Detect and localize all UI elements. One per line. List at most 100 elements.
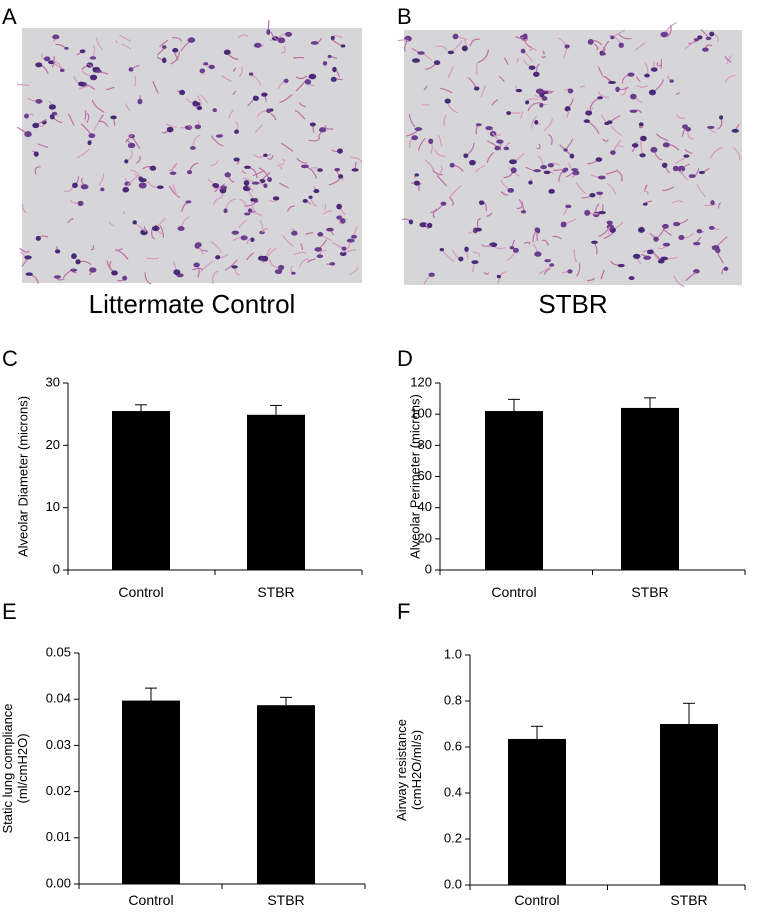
tissue-nucleus bbox=[536, 88, 544, 94]
y-axis-label: Static lung compliance bbox=[0, 703, 15, 833]
y-tick-label: 0.00 bbox=[46, 875, 71, 890]
tissue-nucleus bbox=[338, 174, 343, 178]
tissue-nucleus bbox=[305, 79, 311, 85]
tissue-nucleus bbox=[170, 171, 177, 175]
bar bbox=[508, 739, 566, 885]
tissue-nucleus bbox=[702, 47, 709, 51]
tissue-nucleus bbox=[254, 43, 262, 48]
tissue-nucleus bbox=[535, 227, 540, 232]
tissue-nucleus bbox=[509, 159, 517, 164]
tissue-nucleus bbox=[314, 247, 322, 252]
tissue-nucleus bbox=[544, 259, 551, 262]
tissue-nucleus bbox=[565, 205, 571, 208]
tissue-nucleus bbox=[650, 147, 657, 153]
tissue-nucleus bbox=[429, 273, 435, 277]
tissue-nucleus bbox=[528, 180, 532, 184]
tissue-nucleus bbox=[638, 227, 645, 233]
tissue-nucleus bbox=[152, 226, 159, 231]
tissue-nucleus bbox=[697, 229, 703, 233]
tissue-nucleus bbox=[253, 96, 259, 101]
tissue-nucleus bbox=[450, 163, 455, 168]
tissue-nucleus bbox=[584, 210, 590, 216]
tissue-nucleus bbox=[232, 231, 239, 235]
tissue-nucleus bbox=[630, 94, 637, 100]
tissue-nucleus bbox=[187, 170, 192, 174]
tissue-nucleus bbox=[428, 138, 433, 144]
tissue-nucleus bbox=[249, 72, 253, 75]
tissue-nucleus bbox=[195, 124, 201, 129]
tissue-nucleus bbox=[591, 241, 598, 244]
tissue-nucleus bbox=[337, 148, 343, 153]
tissue-nucleus bbox=[563, 148, 567, 151]
tissue-nucleus bbox=[479, 200, 484, 205]
tissue-nucleus bbox=[643, 256, 651, 260]
tissue-nucleus bbox=[610, 35, 614, 39]
tissue-nucleus bbox=[44, 56, 50, 61]
tissue-nucleus bbox=[494, 146, 500, 151]
tissue-nucleus bbox=[497, 275, 501, 279]
panel-letter: A bbox=[2, 4, 17, 29]
tissue-nucleus bbox=[689, 174, 696, 178]
tissue-nucleus bbox=[453, 34, 459, 40]
tissue-nucleus bbox=[100, 187, 104, 191]
tissue-nucleus bbox=[162, 45, 166, 49]
tissue-nucleus bbox=[633, 254, 641, 259]
tissue-nucleus bbox=[568, 89, 574, 94]
tissue-nucleus bbox=[533, 169, 541, 172]
tissue-nucleus bbox=[34, 151, 39, 156]
tissue-nucleus bbox=[49, 104, 56, 109]
tissue-nucleus bbox=[663, 142, 670, 147]
tissue-nucleus bbox=[706, 37, 712, 40]
tissue-nucleus bbox=[241, 235, 248, 240]
tissue-nucleus bbox=[309, 196, 313, 199]
tissue-nucleus bbox=[507, 188, 514, 193]
tissue-nucleus bbox=[445, 99, 451, 104]
tissue-nucleus bbox=[663, 243, 670, 247]
tissue-nucleus bbox=[193, 263, 199, 268]
tissue-nucleus bbox=[212, 108, 216, 112]
tissue-nucleus bbox=[334, 168, 340, 172]
y-tick-label: 0.0 bbox=[444, 876, 462, 891]
tissue-nucleus bbox=[458, 257, 463, 262]
tissue-nucleus bbox=[139, 183, 147, 189]
tissue-nucleus bbox=[707, 126, 715, 129]
tissue-strand bbox=[398, 40, 408, 41]
y-tick-label: 0.2 bbox=[444, 830, 462, 845]
tissue-nucleus bbox=[685, 127, 691, 131]
tissue-nucleus bbox=[71, 253, 77, 259]
tissue-strand bbox=[422, 104, 430, 105]
y-tick-label: 20 bbox=[418, 530, 432, 545]
tissue-nucleus bbox=[724, 267, 729, 271]
tissue-nucleus bbox=[224, 172, 230, 177]
tissue-nucleus bbox=[709, 226, 715, 230]
tissue-nucleus bbox=[658, 259, 665, 263]
tissue-nucleus bbox=[347, 239, 355, 243]
tissue-nucleus bbox=[732, 129, 739, 133]
tissue-nucleus bbox=[263, 154, 268, 157]
tissue-nucleus bbox=[463, 153, 468, 158]
panel-letter: E bbox=[2, 599, 17, 624]
tissue-nucleus bbox=[534, 120, 538, 125]
tissue-nucleus bbox=[261, 93, 267, 97]
tissue-nucleus bbox=[601, 52, 606, 55]
tissue-nucleus bbox=[36, 236, 41, 241]
panel-letter: C bbox=[2, 346, 18, 371]
tissue-nucleus bbox=[336, 216, 342, 220]
tissue-nucleus bbox=[596, 192, 603, 195]
tissue-nucleus bbox=[173, 269, 180, 275]
tissue-nucleus bbox=[571, 168, 578, 171]
y-tick-label: 0.4 bbox=[444, 784, 462, 799]
panel-letter: D bbox=[397, 346, 413, 371]
tissue-nucleus bbox=[309, 74, 317, 80]
tissue-nucleus bbox=[441, 202, 447, 206]
tissue-nucleus bbox=[615, 87, 620, 92]
tissue-nucleus bbox=[132, 220, 136, 224]
tissue-nucleus bbox=[597, 96, 603, 99]
x-tick-label: Control bbox=[128, 892, 173, 908]
tissue-nucleus bbox=[694, 38, 699, 41]
tissue-nucleus bbox=[503, 147, 509, 151]
tissue-nucleus bbox=[699, 171, 705, 174]
tissue-nucleus bbox=[179, 90, 185, 95]
tissue-nucleus bbox=[474, 86, 480, 90]
y-tick-label: 100 bbox=[410, 406, 432, 421]
